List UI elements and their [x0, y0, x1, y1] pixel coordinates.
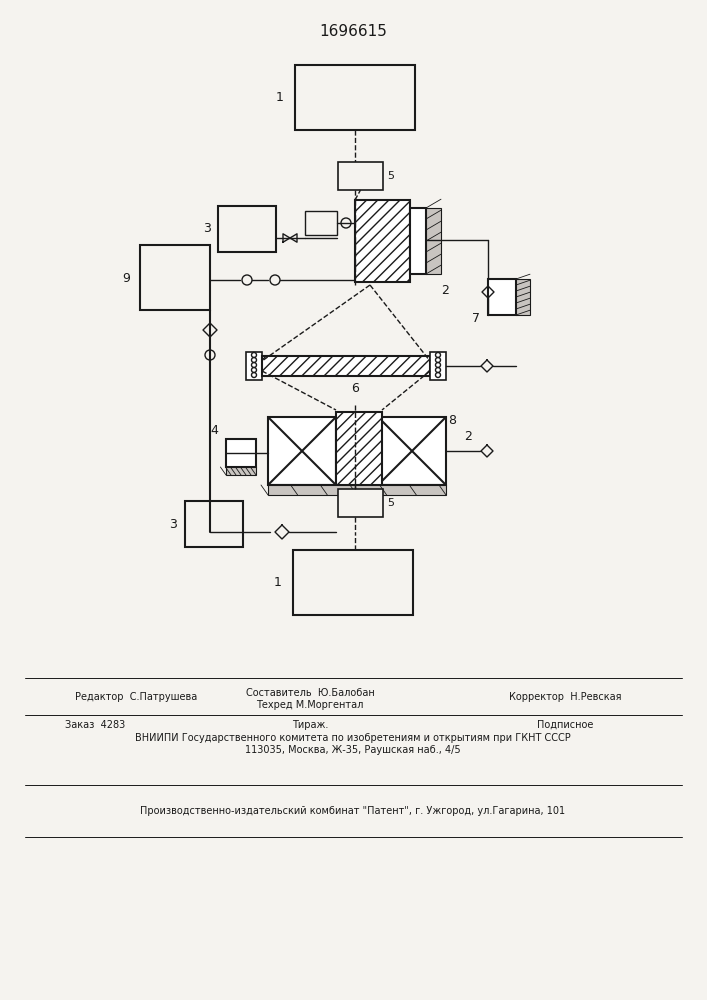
Bar [338, 489, 383, 517]
Text: 2: 2 [464, 430, 472, 444]
Text: 5: 5 [387, 498, 395, 508]
Bar [516, 279, 530, 315]
Bar [378, 417, 446, 485]
Text: Редактор  С.Патрушева: Редактор С.Патрушева [75, 692, 197, 702]
Bar [426, 208, 441, 274]
Bar [305, 211, 337, 235]
Text: 1: 1 [274, 576, 282, 589]
Text: Тираж.: Тираж. [292, 720, 328, 730]
Bar [336, 412, 382, 490]
Text: 5: 5 [387, 171, 395, 181]
Text: 113035, Москва, Ж-35, Раушская наб., 4/5: 113035, Москва, Ж-35, Раушская наб., 4/5 [245, 745, 461, 755]
Text: 1: 1 [276, 91, 284, 104]
Bar [246, 352, 262, 380]
Text: 7: 7 [472, 312, 480, 324]
Bar [185, 501, 243, 547]
Text: 4: 4 [210, 424, 218, 436]
Text: Техред М.Моргентал: Техред М.Моргентал [257, 700, 363, 710]
Bar [430, 352, 446, 380]
Bar [226, 467, 256, 475]
Bar [410, 208, 426, 274]
Text: 8: 8 [448, 414, 456, 426]
Bar [268, 417, 336, 485]
Bar [295, 65, 415, 130]
Bar [355, 200, 410, 282]
Text: 3: 3 [203, 223, 211, 235]
Bar [293, 550, 413, 615]
Bar [218, 206, 276, 252]
Bar [268, 485, 446, 495]
Text: Корректор  Н.Ревская: Корректор Н.Ревская [509, 692, 621, 702]
Text: Заказ  4283: Заказ 4283 [65, 720, 125, 730]
Text: ВНИИПИ Государственного комитета по изобретениям и открытиям при ГКНТ СССР: ВНИИПИ Государственного комитета по изоб… [135, 733, 571, 743]
Bar [140, 245, 210, 310]
Text: Составитель  Ю.Балобан: Составитель Ю.Балобан [245, 688, 375, 698]
Text: 6: 6 [351, 381, 359, 394]
Bar [262, 356, 430, 376]
Text: 2: 2 [441, 284, 449, 296]
Text: 9: 9 [122, 271, 130, 284]
Text: 1696615: 1696615 [319, 24, 387, 39]
Bar [488, 279, 516, 315]
Bar [338, 162, 383, 190]
Text: Подписное: Подписное [537, 720, 593, 730]
Text: 3: 3 [169, 518, 177, 530]
Text: Производственно-издательский комбинат "Патент", г. Ужгород, ул.Гагарина, 101: Производственно-издательский комбинат "П… [141, 806, 566, 816]
Bar [226, 439, 256, 467]
